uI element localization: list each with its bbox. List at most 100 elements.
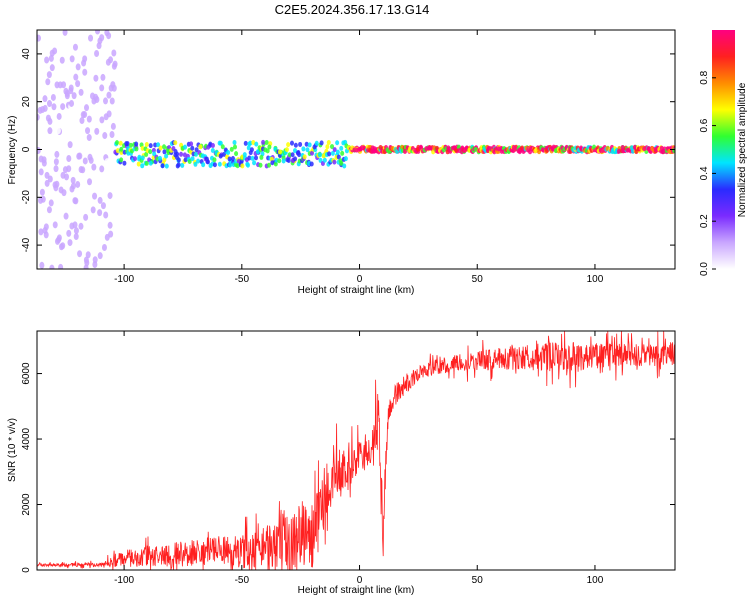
spectrogram-cell <box>162 157 167 163</box>
spectrogram-cell <box>273 161 278 167</box>
spectrogram-cell <box>61 81 67 89</box>
snr-y-tick-label: 4000 <box>21 427 32 450</box>
spectrogram-cell <box>152 151 157 157</box>
snr-x-tick-label: 100 <box>587 575 604 586</box>
spectrogram-cell <box>259 154 264 160</box>
spectrogram-cell <box>173 140 178 146</box>
spectrogram-cell <box>63 212 69 220</box>
spectrogram-cell <box>86 134 92 142</box>
spectrogram-cell <box>83 213 89 221</box>
snr-panel: -100 -50 0 50 100 0 2000 4000 6000 Height of str… <box>7 330 676 596</box>
spectrogram-cell <box>672 148 675 154</box>
spectrogram-cell <box>182 152 187 158</box>
spectrogram-cell <box>115 140 120 146</box>
spectrogram-cell <box>119 146 124 152</box>
spectrogram-cell <box>183 157 188 163</box>
spectrogram-cell <box>90 206 96 214</box>
spectrogram-cell <box>75 80 81 88</box>
spectrogram-cell <box>110 71 116 79</box>
spectrogram-y-axis-label: Frequency (Hz) <box>7 116 18 185</box>
spectrogram-cell <box>286 158 291 164</box>
spectrogram-cell <box>52 221 58 229</box>
snr-plot-area <box>37 331 675 570</box>
spectrogram-cell <box>67 141 73 149</box>
spectrogram-cell <box>245 161 250 167</box>
spectrogram-cell <box>43 231 49 239</box>
spectrogram-cell <box>47 175 53 183</box>
spectrogram-cell <box>46 206 52 214</box>
spectrogram-cell <box>99 84 105 92</box>
spectrogram-cell <box>326 139 331 145</box>
spectrogram-cell <box>212 157 217 163</box>
spectrogram-cell <box>39 188 45 196</box>
spectrogram-cell <box>46 100 52 108</box>
spectrogram-cell <box>330 144 335 150</box>
spectrogram-cell <box>37 78 42 86</box>
spectrogram-cell <box>183 144 188 150</box>
spectrogram-cell <box>92 192 98 200</box>
spectrogram-cell <box>49 264 55 269</box>
spectrogram-cell <box>332 147 337 153</box>
spectrogram-cell <box>100 202 106 210</box>
spectrogram-cell <box>94 135 100 143</box>
spectrogram-cell <box>140 155 145 161</box>
spectrogram-cell <box>77 250 83 258</box>
spectrogram-cell <box>42 95 48 103</box>
spectrogram-cell <box>246 145 251 151</box>
spectrogram-cell <box>70 182 76 190</box>
spectrogram-cell <box>99 34 105 42</box>
spectrogram-cell <box>302 154 307 160</box>
spectrogram-cell <box>56 112 62 120</box>
spectrogram-cell <box>247 155 252 161</box>
spectrogram-cell <box>304 141 309 147</box>
spectrogram-cell <box>46 71 52 79</box>
spectrogram-cell <box>189 141 194 147</box>
colorbar-tick-label: 0.6 <box>699 118 710 132</box>
spectrogram-cell <box>301 146 306 152</box>
spectrogram-cell <box>88 34 94 42</box>
snr-y-axis-label: SNR (10 * v/v) <box>7 418 18 482</box>
spectrogram-cell <box>68 84 74 92</box>
spectrogram-cell <box>97 252 103 260</box>
spectrogram-cell <box>47 127 53 135</box>
spectrogram-cell <box>229 146 234 152</box>
spectrogram-cell <box>75 63 81 71</box>
colorbar-gradient <box>712 30 735 269</box>
spectrogram-cell <box>101 243 107 251</box>
spectrogram-cell <box>148 160 153 166</box>
spectrogram-cell <box>59 56 65 64</box>
spectrogram-cell <box>293 156 298 162</box>
spectrogram-cell <box>305 147 310 153</box>
spectrogram-cell <box>144 160 149 166</box>
spectrogram-panel: -100 -50 0 50 100 -40 -20 0 20 40 Height of strai… <box>7 29 676 296</box>
spectrogram-cell <box>201 162 206 168</box>
figure-title: C2E5.2024.356.17.13.G14 <box>275 2 430 17</box>
spectrogram-cell <box>85 251 91 259</box>
spectrogram-cell <box>44 56 50 64</box>
spectrogram-cell <box>140 163 145 169</box>
spectrogram-cell <box>110 122 116 130</box>
spectrogram-cell <box>106 91 112 99</box>
spectrogram-cell <box>343 156 348 162</box>
colorbar-tick-label: 0.0 <box>699 262 710 276</box>
spectrogram-cell <box>49 64 55 72</box>
spectrogram-cell <box>87 67 93 75</box>
spectrogram-cell <box>194 151 199 157</box>
spectrogram-cell <box>250 155 255 161</box>
spectrogram-cell <box>298 141 303 147</box>
spectrogram-cell <box>38 228 44 236</box>
spectrogram-cell <box>286 142 291 148</box>
spectrogram-cell <box>53 158 59 166</box>
spectrogram-cell <box>513 146 518 152</box>
snr-ticks: -100 -50 0 50 100 0 2000 4000 6000 <box>21 331 675 586</box>
spectrogram-cell <box>322 157 327 163</box>
spectrogram-cell <box>232 140 237 146</box>
spectrogram-y-tick-label: -20 <box>21 190 32 205</box>
spectrogram-cell <box>180 162 185 168</box>
spectrogram-cell <box>160 163 165 169</box>
spectrogram-x-tick-label: -50 <box>235 274 250 285</box>
spectrogram-cell <box>78 222 84 230</box>
spectrogram-cell <box>230 156 235 162</box>
spectrogram-cell <box>162 149 167 155</box>
spectrogram-cell <box>144 141 149 147</box>
